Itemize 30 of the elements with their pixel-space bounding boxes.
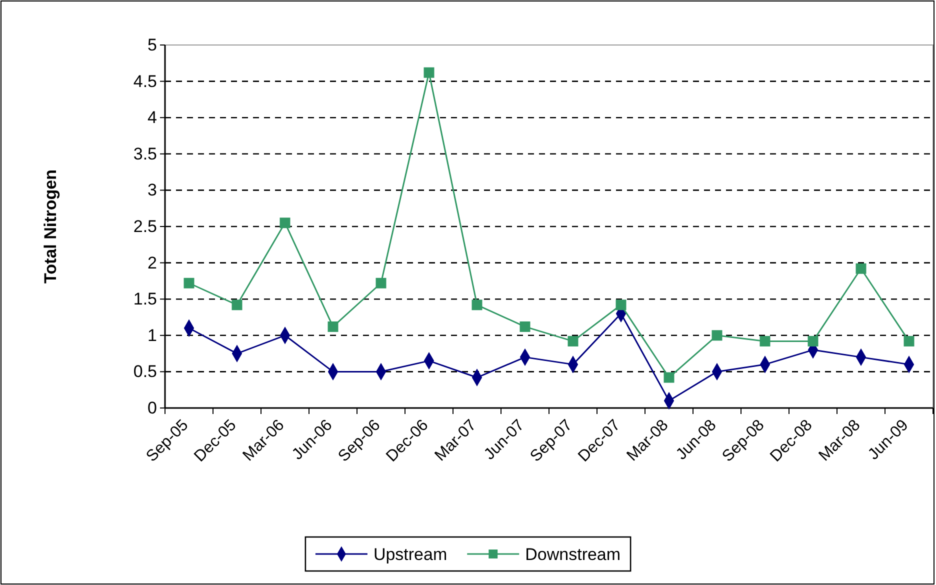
y-tick-label: 2	[148, 253, 157, 272]
point	[376, 278, 386, 288]
point	[232, 300, 242, 310]
point	[760, 336, 770, 346]
point	[664, 372, 674, 383]
point	[472, 300, 482, 310]
legend-label: Upstream	[373, 544, 448, 564]
y-tick-label: 3.5	[133, 144, 157, 164]
point	[184, 278, 194, 288]
point	[520, 321, 530, 332]
point	[328, 321, 338, 332]
point	[856, 263, 866, 274]
y-tick-label: 4	[148, 108, 157, 128]
y-tick-label: 5	[148, 35, 157, 54]
point	[280, 218, 290, 228]
y-tick-label: 0.5	[133, 362, 157, 382]
point	[616, 300, 626, 310]
y-tick-label: 3	[148, 180, 157, 200]
point	[808, 336, 818, 346]
y-tick-label: 1	[148, 326, 157, 345]
point	[568, 336, 578, 346]
legend-label: Downstream	[525, 544, 621, 564]
y-axis-title: Total Nitrogen	[41, 170, 60, 284]
point	[424, 67, 434, 78]
y-tick-label: 4.5	[133, 72, 157, 91]
point	[904, 336, 914, 346]
point	[712, 330, 722, 341]
y-tick-label: 2.5	[133, 216, 157, 236]
y-tick-label: 0	[148, 398, 157, 418]
y-tick-label: 1.5	[133, 290, 157, 309]
